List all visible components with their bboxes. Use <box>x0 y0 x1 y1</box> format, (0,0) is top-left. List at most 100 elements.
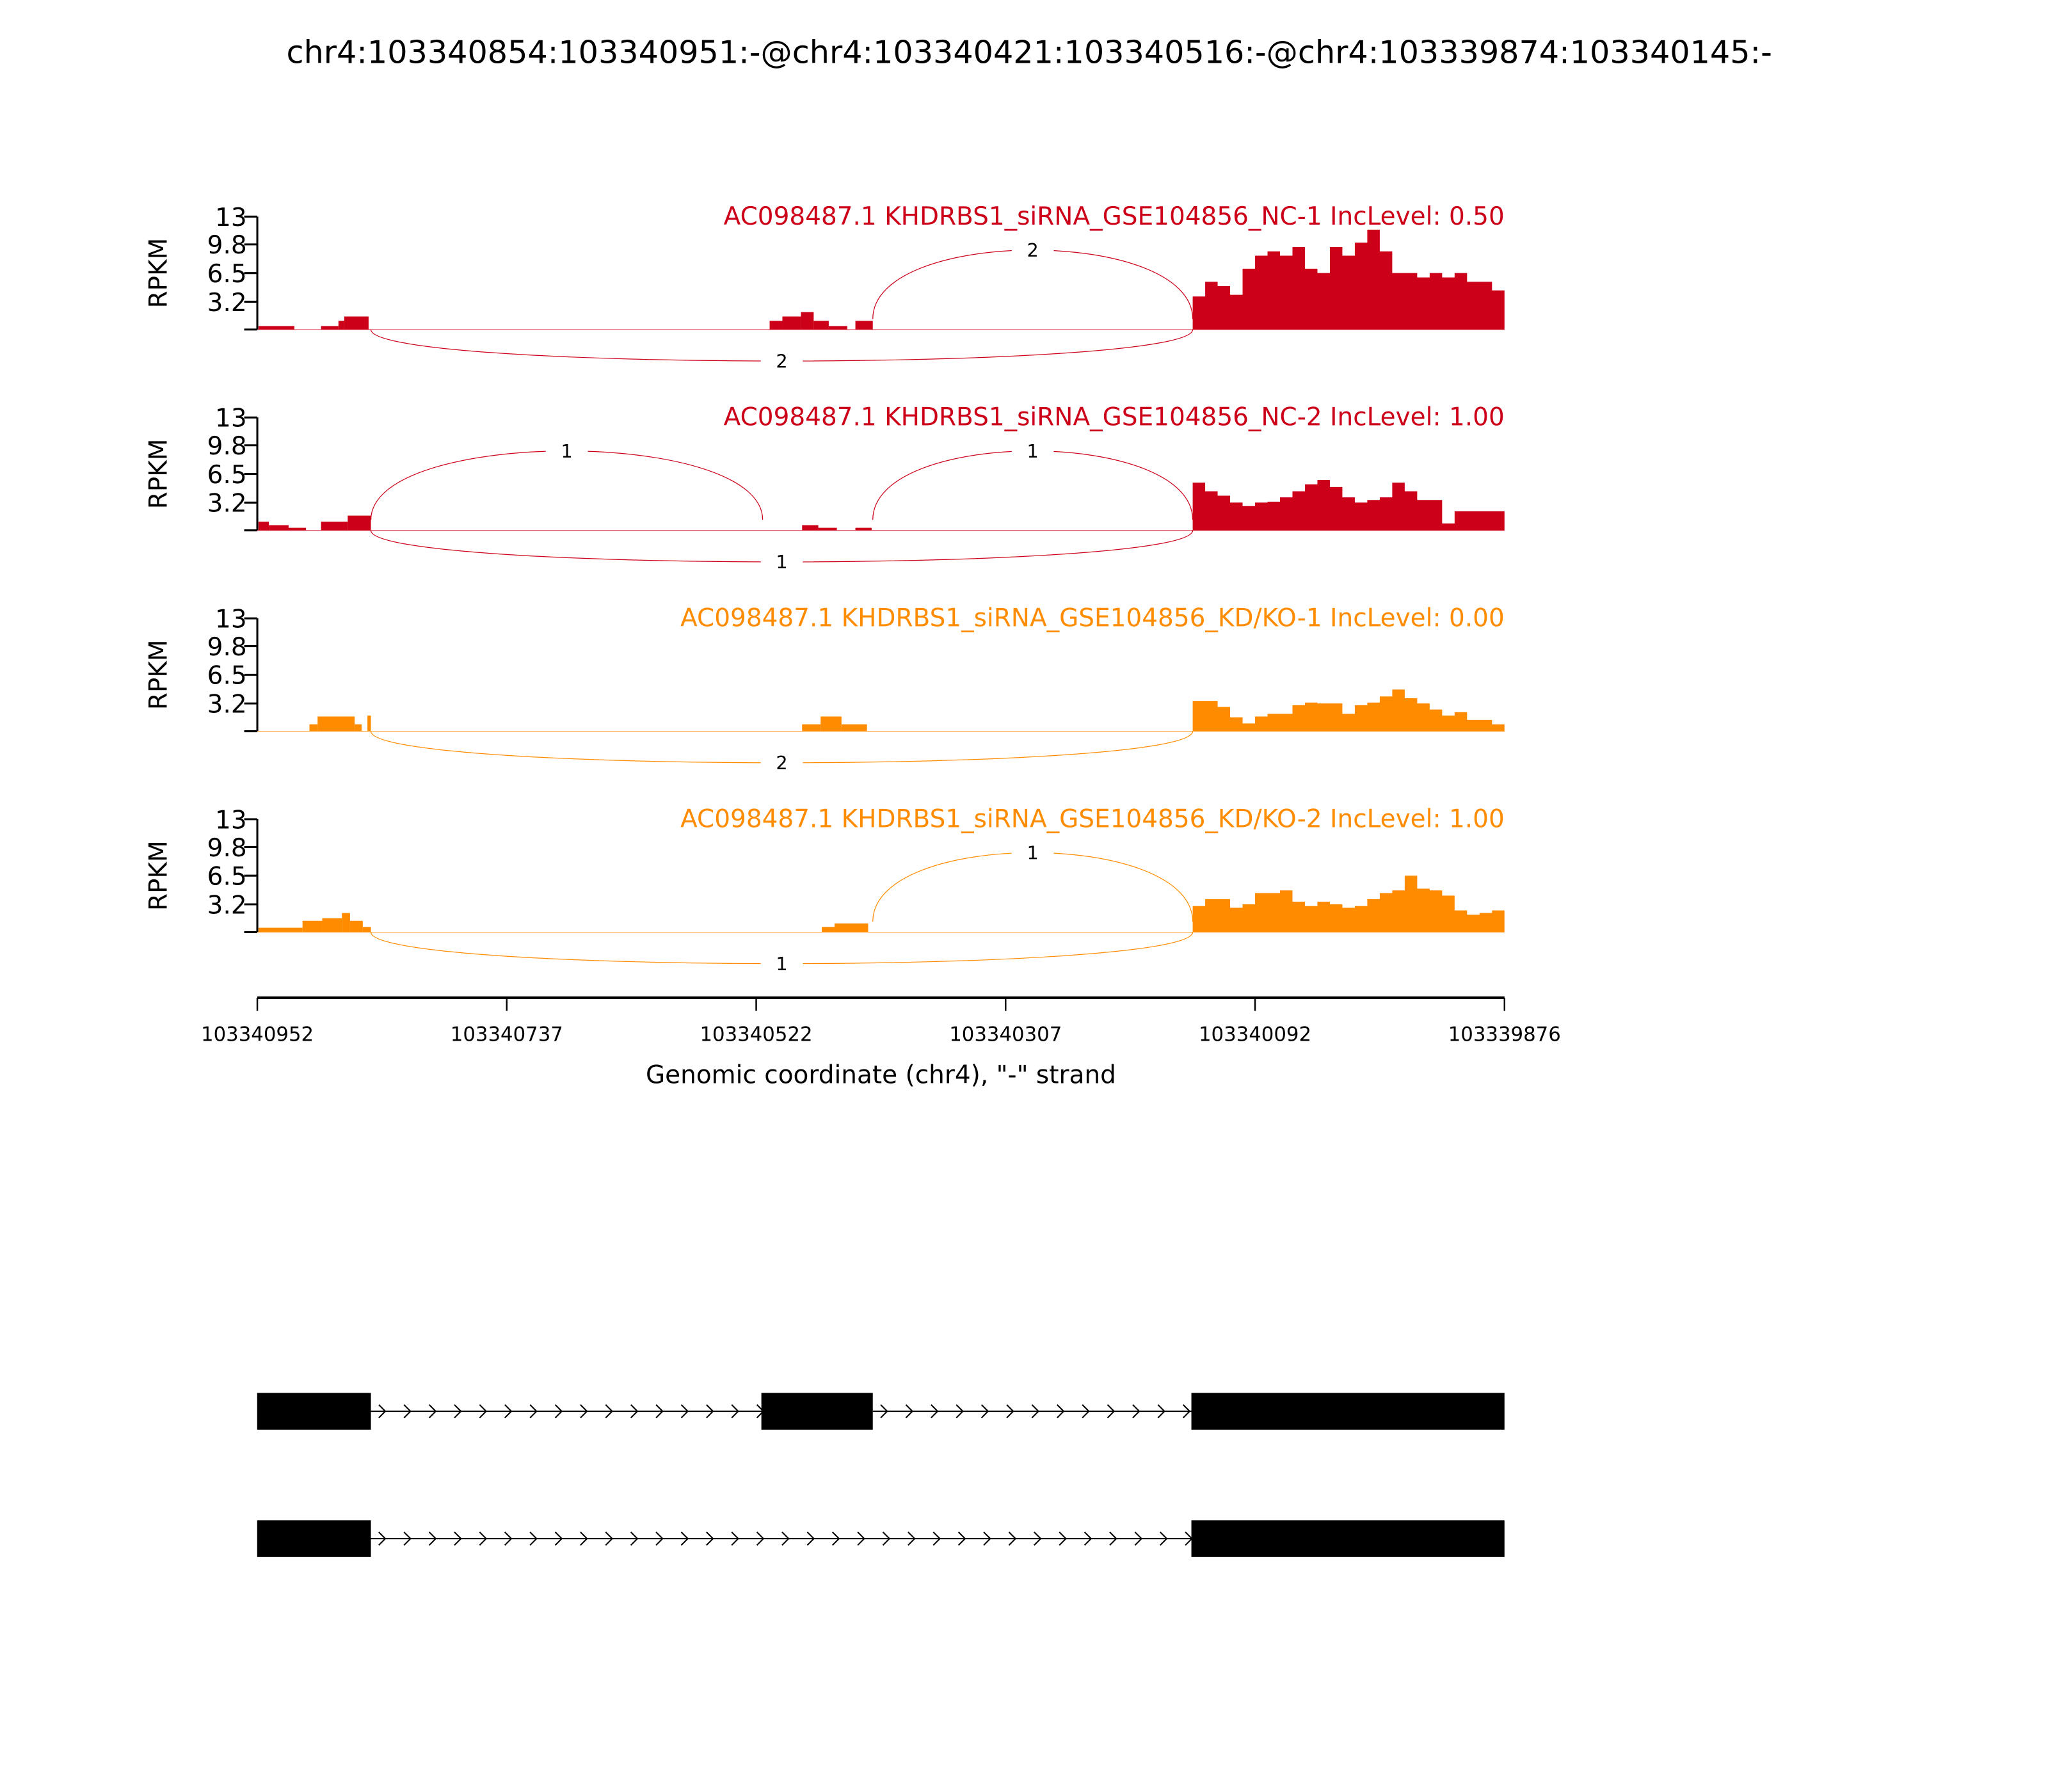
strand-chevron-icon <box>1109 1532 1117 1546</box>
coverage-bar <box>258 522 269 531</box>
strand-chevron-icon <box>731 1404 739 1419</box>
y-tick-label: 3.2 <box>207 289 247 317</box>
coverage-bar <box>302 920 323 932</box>
strand-chevron-icon <box>504 1404 513 1419</box>
x-tick-label: 103340952 <box>201 1023 314 1046</box>
coverage-bar <box>349 920 363 932</box>
strand-chevron-icon <box>706 1404 714 1419</box>
exon-block <box>761 1393 873 1430</box>
junction-label-bg <box>1011 438 1054 465</box>
strand-chevron-icon <box>880 1404 888 1419</box>
y-tick-label: 6.5 <box>207 863 247 892</box>
coverage-bar <box>855 527 872 531</box>
plot-title: chr4:103340854:103340951:-@chr4:10334042… <box>287 33 1772 70</box>
strand-chevron-icon <box>1082 1404 1090 1419</box>
x-tick-label: 103339876 <box>1448 1023 1561 1046</box>
junction-count: 2 <box>776 350 787 372</box>
strand-chevron-icon <box>983 1532 991 1546</box>
y-tick-label: 9.8 <box>207 432 247 461</box>
x-tick-label: 103340092 <box>1199 1023 1311 1046</box>
gene-models <box>257 1393 1505 1557</box>
exon-block <box>257 1520 371 1557</box>
track-title: AC098487.1 KHDRBS1_siRNA_GSE104856_KD/KO… <box>680 804 1505 833</box>
junction-label-bg <box>760 548 803 575</box>
strand-chevron-icon <box>1034 1532 1042 1546</box>
strand-chevron-icon <box>1008 1532 1017 1546</box>
strand-chevron-icon <box>428 1532 437 1546</box>
y-tick-label: 6.5 <box>207 662 247 691</box>
y-tick-label: 13 <box>215 204 247 232</box>
coverage-bar <box>820 716 842 732</box>
strand-chevron-icon <box>554 1404 563 1419</box>
transcript-1 <box>257 1393 1505 1430</box>
track-title: AC098487.1 KHDRBS1_siRNA_GSE104856_KD/KO… <box>680 604 1505 632</box>
coverage-bar <box>317 716 355 732</box>
y-tick-label: 9.8 <box>207 633 247 662</box>
strand-chevron-icon <box>1107 1404 1116 1419</box>
coverage-bar <box>322 918 342 932</box>
coverage-bar <box>769 321 783 330</box>
junction-count: 1 <box>1027 440 1039 462</box>
track-3: 139.86.53.2 RPKM AC098487.1 KHDRBS1_siRNA_… <box>145 604 1505 776</box>
strand-chevron-icon <box>731 1532 739 1546</box>
strand-chevron-icon <box>931 1404 939 1419</box>
coverage-area-exon3 <box>1192 876 1505 932</box>
y-axis-label: RPKM <box>145 840 173 911</box>
y-tick-label: 6.5 <box>207 461 247 490</box>
strand-chevron-icon <box>905 1404 914 1419</box>
strand-chevron-icon <box>957 1532 966 1546</box>
junction-count: 2 <box>776 752 787 774</box>
y-tick-label: 13 <box>215 605 247 634</box>
track-4: 139.86.53.2 RPKM AC098487.1 KHDRBS1_siRNA_… <box>145 804 1505 977</box>
x-tick-label: 103340522 <box>700 1023 812 1046</box>
strand-chevron-icon <box>956 1404 964 1419</box>
coverage-bar <box>834 923 868 932</box>
strand-chevron-icon <box>1057 1404 1065 1419</box>
coverage-bar <box>841 724 867 732</box>
track-1: 139.86.53.2 RPKM AC098487.1 KHDRBS1_siRNA_… <box>145 202 1505 374</box>
strand-chevron-icon <box>882 1532 891 1546</box>
coverage-bar <box>344 316 369 330</box>
exon-block <box>1191 1520 1505 1557</box>
transcript-2 <box>257 1520 1505 1557</box>
strand-chevron-icon <box>630 1404 639 1419</box>
coverage-bar <box>288 527 307 531</box>
exon-block <box>257 1393 371 1430</box>
strand-chevron-icon <box>908 1532 916 1546</box>
coverage-bar <box>355 724 362 732</box>
strand-chevron-icon <box>479 1532 488 1546</box>
strand-chevron-icon <box>680 1404 689 1419</box>
strand-chevron-icon <box>605 1404 614 1419</box>
strand-chevron-icon <box>1084 1532 1092 1546</box>
coverage-bar <box>269 525 289 531</box>
junction-count: 1 <box>1027 842 1039 864</box>
strand-chevron-icon <box>479 1404 488 1419</box>
y-axis-label: RPKM <box>145 238 173 308</box>
strand-chevron-icon <box>1059 1532 1067 1546</box>
strand-chevron-icon <box>1160 1532 1168 1546</box>
coverage-bar <box>818 527 837 531</box>
strand-chevron-icon <box>932 1532 941 1546</box>
junction-label-bg <box>1011 839 1054 866</box>
strand-chevron-icon <box>980 1404 989 1419</box>
coverage-bar <box>321 522 348 531</box>
strand-chevron-icon <box>454 1404 462 1419</box>
strand-chevron-icon <box>832 1532 840 1546</box>
junction-label-bg <box>760 348 803 374</box>
y-tick-label: 13 <box>215 404 247 433</box>
strand-chevron-icon <box>756 1532 765 1546</box>
strand-chevron-icon <box>1031 1404 1040 1419</box>
coverage-bar <box>802 525 819 531</box>
strand-chevron-icon <box>806 1532 815 1546</box>
coverage-bar <box>855 321 873 330</box>
strand-chevron-icon <box>857 1532 865 1546</box>
x-tick-label: 103340307 <box>949 1023 1062 1046</box>
strand-chevron-icon <box>655 1404 664 1419</box>
x-axis-label: Genomic coordinate (chr4), "-" strand <box>646 1060 1116 1089</box>
exon-block <box>1191 1393 1505 1430</box>
coverage-bar <box>348 515 371 531</box>
strand-chevron-icon <box>706 1532 714 1546</box>
y-tick-label: 9.8 <box>207 231 247 260</box>
